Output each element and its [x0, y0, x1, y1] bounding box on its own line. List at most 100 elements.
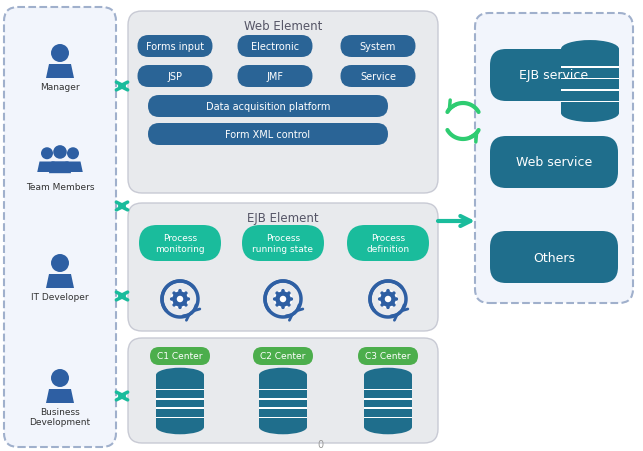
Circle shape [281, 289, 285, 293]
Text: Forms input: Forms input [146, 42, 204, 52]
Text: Process
definition: Process definition [367, 234, 410, 253]
Bar [156, 408, 204, 409]
Bar [156, 399, 204, 408]
Text: Service: Service [360, 72, 396, 82]
Bar [561, 91, 619, 102]
Bar [561, 102, 619, 114]
Circle shape [172, 304, 176, 307]
FancyBboxPatch shape [148, 96, 388, 118]
Bar [259, 398, 307, 400]
Circle shape [41, 148, 53, 160]
Circle shape [394, 298, 398, 301]
Circle shape [386, 289, 390, 293]
Ellipse shape [259, 368, 307, 382]
FancyBboxPatch shape [475, 14, 633, 304]
Circle shape [275, 292, 279, 295]
Circle shape [178, 289, 182, 293]
Circle shape [172, 292, 176, 295]
FancyBboxPatch shape [148, 124, 388, 146]
Polygon shape [37, 162, 57, 173]
Circle shape [170, 298, 174, 301]
Polygon shape [49, 162, 71, 174]
Ellipse shape [364, 368, 412, 382]
Polygon shape [46, 65, 74, 79]
Polygon shape [46, 389, 74, 403]
Circle shape [177, 296, 183, 303]
FancyBboxPatch shape [490, 50, 618, 102]
Bar [156, 417, 204, 419]
Text: C1 Center: C1 Center [158, 352, 203, 361]
Circle shape [273, 298, 276, 301]
Text: Business
Development: Business Development [30, 407, 91, 427]
FancyBboxPatch shape [490, 231, 618, 283]
Circle shape [381, 304, 384, 307]
Text: EJB Element: EJB Element [247, 212, 319, 225]
Bar [259, 408, 307, 418]
Circle shape [51, 45, 69, 63]
Bar [364, 418, 412, 427]
Circle shape [51, 254, 69, 272]
Bar [259, 399, 307, 408]
Circle shape [184, 292, 188, 295]
FancyBboxPatch shape [253, 347, 313, 365]
Text: 0: 0 [317, 439, 323, 449]
Bar [156, 389, 204, 391]
Circle shape [186, 298, 190, 301]
Circle shape [275, 304, 279, 307]
Ellipse shape [364, 420, 412, 434]
Text: Form XML control: Form XML control [226, 130, 311, 140]
Bar [364, 408, 412, 418]
Bar [259, 417, 307, 419]
FancyBboxPatch shape [341, 36, 415, 58]
FancyBboxPatch shape [490, 137, 618, 189]
Circle shape [67, 148, 79, 160]
FancyBboxPatch shape [341, 66, 415, 88]
Polygon shape [46, 274, 74, 288]
Text: JMF: JMF [266, 72, 284, 82]
Bar [364, 389, 412, 391]
Bar [364, 417, 412, 419]
Circle shape [392, 292, 395, 295]
Bar [561, 78, 619, 80]
Text: C3 Center: C3 Center [365, 352, 411, 361]
Text: IT Developer: IT Developer [32, 292, 89, 301]
Text: JSP: JSP [167, 72, 183, 82]
FancyBboxPatch shape [150, 347, 210, 365]
Text: Process
monitoring: Process monitoring [155, 234, 205, 253]
Bar [364, 390, 412, 399]
Bar [156, 418, 204, 427]
Circle shape [287, 304, 291, 307]
Circle shape [172, 291, 188, 308]
Ellipse shape [561, 105, 619, 123]
Text: Electronic: Electronic [251, 42, 299, 52]
FancyBboxPatch shape [347, 226, 429, 262]
Bar [259, 375, 307, 390]
FancyBboxPatch shape [237, 36, 312, 58]
Text: Others: Others [533, 251, 575, 264]
Ellipse shape [156, 420, 204, 434]
Polygon shape [63, 162, 83, 173]
Bar [561, 79, 619, 91]
Text: Manager: Manager [40, 83, 80, 92]
FancyBboxPatch shape [358, 347, 418, 365]
Bar [156, 408, 204, 418]
Circle shape [280, 296, 286, 303]
Bar [259, 408, 307, 409]
Text: C2 Center: C2 Center [260, 352, 305, 361]
Ellipse shape [156, 368, 204, 382]
Bar [561, 101, 619, 103]
FancyBboxPatch shape [237, 66, 312, 88]
Text: Web service: Web service [516, 156, 592, 169]
Circle shape [386, 306, 390, 309]
Circle shape [275, 291, 292, 308]
Text: System: System [360, 42, 396, 52]
Text: Team Members: Team Members [26, 183, 95, 192]
Text: Data acquisition platform: Data acquisition platform [206, 102, 331, 112]
Circle shape [378, 298, 381, 301]
FancyBboxPatch shape [138, 36, 212, 58]
Circle shape [379, 291, 397, 308]
Bar [259, 389, 307, 391]
Bar [364, 375, 412, 390]
Circle shape [53, 146, 67, 159]
FancyBboxPatch shape [4, 8, 116, 447]
